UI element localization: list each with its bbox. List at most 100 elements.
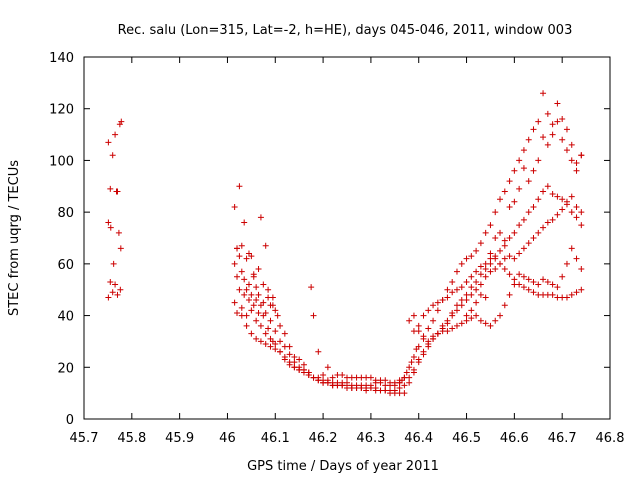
data-point: [549, 121, 556, 128]
data-point: [257, 214, 264, 221]
y-tick-label: 20: [57, 361, 74, 376]
data-point: [511, 281, 518, 288]
data-point: [473, 268, 480, 275]
data-point: [344, 379, 350, 386]
data-point: [107, 185, 114, 192]
data-point: [535, 157, 542, 164]
data-point: [281, 356, 288, 363]
x-tick-label: 46.5: [452, 431, 481, 446]
data-point: [530, 278, 537, 285]
data-point: [406, 317, 413, 324]
data-point: [406, 364, 413, 371]
data-point: [425, 325, 432, 332]
data-point: [262, 341, 269, 348]
data-point: [231, 299, 238, 306]
data-point: [549, 216, 556, 223]
data-point: [430, 302, 437, 309]
data-point: [241, 219, 248, 226]
data-point: [487, 250, 494, 257]
data-point: [315, 374, 322, 381]
data-point: [253, 335, 260, 342]
data-point: [112, 281, 119, 288]
data-point: [501, 266, 508, 273]
data-point: [255, 266, 262, 273]
data-point: [458, 284, 465, 291]
data-point: [501, 255, 508, 262]
x-tick-label: 45.8: [117, 431, 146, 446]
data-point: [238, 312, 245, 319]
data-point: [573, 214, 580, 221]
data-point: [554, 193, 561, 200]
data-point: [492, 209, 499, 216]
data-point: [324, 377, 331, 384]
data-point: [535, 118, 542, 125]
data-point: [291, 353, 298, 360]
data-point: [286, 351, 293, 358]
data-point: [559, 136, 566, 143]
data-point: [243, 286, 250, 293]
data-point: [265, 294, 272, 301]
series-arc-10: [463, 116, 585, 319]
data-point: [406, 379, 413, 386]
data-point: [530, 235, 537, 241]
data-point: [477, 271, 484, 278]
data-point: [520, 245, 527, 252]
data-point: [520, 284, 527, 291]
data-point: [568, 141, 575, 148]
data-point: [501, 242, 508, 249]
plot-frame: [83, 56, 611, 420]
data-point: [525, 276, 532, 283]
data-point: [516, 157, 523, 164]
data-point: [568, 157, 575, 164]
data-point: [468, 253, 475, 260]
data-point: [406, 374, 413, 381]
series-arc-7: [406, 193, 585, 381]
data-point: [305, 369, 312, 376]
data-point: [401, 390, 408, 397]
data-point: [463, 312, 470, 319]
data-point: [367, 374, 374, 381]
data-point: [573, 203, 580, 210]
data-point: [434, 307, 441, 314]
data-point: [114, 291, 121, 298]
data-point: [516, 222, 523, 229]
data-point: [501, 302, 508, 309]
x-axis: 45.7 45.8 45.9 46 46.1 46.2 46.3 46.4 46.5 46.6 46…: [70, 57, 624, 446]
data-point: [308, 284, 315, 291]
data-point: [535, 196, 542, 203]
data-point: [109, 152, 116, 159]
data-point: [506, 203, 513, 210]
data-point: [482, 266, 489, 273]
y-tick-label: 100: [49, 154, 74, 169]
data-point: [453, 268, 460, 275]
data-point: [272, 346, 279, 353]
data-point: [554, 284, 561, 291]
data-point: [540, 90, 547, 97]
data-point: [382, 377, 389, 384]
data-point: [463, 255, 470, 262]
data-point: [492, 317, 499, 324]
data-point: [458, 260, 465, 267]
x-axis-title: GPS time / Days of year 2011: [247, 459, 439, 474]
y-tick-label: 80: [57, 206, 74, 221]
data-point: [549, 191, 556, 198]
chart-title: Rec. salu (Lon=315, Lat=-2, h=HE), days …: [118, 23, 573, 38]
y-tick-label: 140: [49, 51, 74, 66]
data-point: [573, 289, 580, 296]
data-point: [262, 242, 269, 249]
data-point: [520, 147, 527, 154]
data-point: [248, 307, 255, 314]
data-point: [420, 348, 427, 355]
data-point: [506, 235, 513, 241]
data-point: [506, 253, 513, 260]
data-point: [468, 284, 475, 291]
data-point: [310, 312, 317, 319]
data-point: [248, 330, 255, 337]
data-point: [241, 291, 248, 298]
data-point: [530, 289, 537, 296]
data-point: [525, 286, 532, 293]
data-point: [544, 278, 551, 285]
data-point: [250, 302, 257, 309]
y-tick-label: 40: [57, 310, 74, 325]
data-point: [105, 219, 112, 226]
